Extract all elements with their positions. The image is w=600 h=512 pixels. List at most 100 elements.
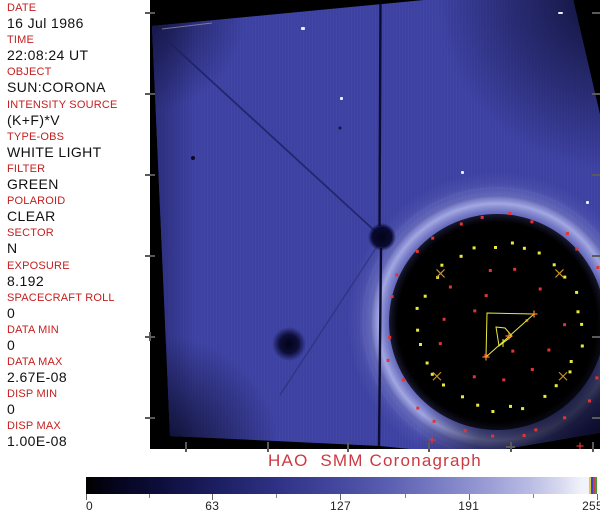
colorbar-tick (86, 494, 87, 500)
calibration-dot (543, 394, 547, 398)
diagonal-shadow-line-lower (279, 244, 379, 396)
calibration-dot (563, 275, 567, 279)
metadata-field: POLAROID CLEAR (0, 195, 150, 227)
calibration-dot (402, 378, 405, 382)
calibration-dot (575, 290, 579, 294)
calibration-dot (395, 273, 399, 277)
axis-tick (267, 442, 269, 452)
calibration-dot (436, 275, 440, 279)
metadata-field-label: DISP MIN (7, 388, 58, 401)
calibration-dot (530, 368, 534, 371)
axis-tick (592, 12, 600, 14)
calibration-dot (554, 384, 558, 388)
pylon-blob (368, 223, 396, 251)
calibration-dot (537, 251, 541, 255)
calibration-dot (568, 370, 572, 374)
metadata-field-value: 2.67E-08 (7, 369, 68, 386)
colorbar-tick (468, 494, 470, 500)
metadata-field-label: DATA MIN (7, 323, 59, 336)
calibration-dot (472, 375, 476, 379)
calibration-dot (569, 360, 573, 363)
calibration-dot (461, 395, 464, 399)
calibration-dot (459, 254, 463, 258)
metadata-field-value: GREEN (7, 175, 59, 192)
calibration-dot (438, 342, 442, 346)
calibration-dot (522, 246, 526, 250)
calibration-dot (423, 294, 427, 298)
metadata-field-value: WHITE LIGHT (7, 143, 102, 160)
outer-red-ring (386, 212, 600, 438)
calibration-dot (563, 323, 567, 327)
calibration-dot (432, 419, 436, 423)
metadata-field: FILTER GREEN (0, 163, 150, 195)
calibration-dot (513, 267, 517, 271)
metadata-field: DATE 16 Jul 1986 (0, 2, 150, 34)
calibration-dot (580, 344, 584, 348)
axis-tick (347, 442, 349, 452)
calibration-dot (547, 348, 551, 352)
metadata-field: SPACECRAFT ROLL 0 (0, 292, 150, 324)
calibration-dot (442, 317, 446, 321)
image-title: HAO SMM Coronagraph (268, 451, 482, 470)
metadata-field-value: 0 (7, 336, 16, 353)
colorbar-tick-label: 191 (458, 499, 480, 512)
calibration-dot (472, 246, 476, 250)
axis-tick (185, 442, 187, 452)
colorbar-minor-tick (149, 494, 151, 498)
pylon-line (378, 1, 382, 227)
calibration-dot (476, 403, 480, 407)
calibration-dot (430, 372, 434, 376)
colorbar-tick (597, 494, 598, 500)
calibration-dot (442, 383, 445, 387)
calibration-dot (510, 241, 514, 245)
x-mark (432, 371, 442, 381)
plus-mark (482, 353, 490, 361)
axis-tick (145, 417, 155, 419)
axis-tick (145, 174, 155, 176)
calibration-dot (440, 263, 444, 267)
metadata-field-value: SUN:CORONA (7, 79, 106, 96)
plus-mark (530, 310, 538, 318)
metadata-field: TIME 22:08:24 UT (0, 34, 150, 66)
metadata-field-label: TYPE-OBS (7, 130, 65, 143)
plus-mark (505, 332, 513, 340)
metadata-field: INTENSITY SOURCE (K+F)*V (0, 99, 150, 131)
calibration-dot (576, 310, 580, 314)
calibration-dot (509, 404, 512, 408)
calibration-dot (522, 434, 526, 437)
occulter-disk (389, 214, 600, 430)
calibration-dot (563, 416, 567, 420)
calibration-dot (534, 428, 538, 432)
metadata-field: OBJECT SUN:CORONA (0, 66, 150, 98)
calibration-dot (521, 407, 525, 411)
axis-tick (592, 417, 600, 419)
axis-tick (428, 442, 430, 452)
dark-speck (191, 156, 195, 160)
calibration-dot (511, 349, 515, 353)
colorbar-tick (212, 494, 214, 500)
dark-spot (272, 327, 306, 361)
calibration-dot (448, 285, 452, 289)
metadata-panel: DATE 16 Jul 1986 TIME 22:08:24 UT OBJECT SUN:… (0, 0, 150, 450)
calibration-dot (480, 215, 484, 219)
calibration-dot (596, 265, 600, 269)
x-mark (436, 269, 445, 278)
colorbar-tick-label: 255 (582, 499, 600, 512)
calibration-dot (415, 249, 419, 253)
metadata-field-value: 0 (7, 401, 16, 418)
vignette-field (152, 0, 600, 449)
yellow-ring (415, 241, 584, 413)
calibration-dot (459, 222, 463, 226)
colorbar-tick (340, 494, 342, 500)
calibration-dot (390, 295, 394, 299)
calibration-dot (494, 246, 497, 249)
x-mark (555, 269, 564, 278)
plus-mark (428, 436, 436, 444)
bright-specks (161, 12, 589, 204)
metadata-field: TYPE-OBS WHITE LIGHT (0, 131, 150, 163)
colorbar-tick-label: 127 (330, 499, 351, 512)
axis-tick (592, 442, 594, 452)
metadata-field-value: 8.192 (7, 272, 45, 289)
colorbar-scale: 0 63 127 191 255 (86, 494, 600, 512)
